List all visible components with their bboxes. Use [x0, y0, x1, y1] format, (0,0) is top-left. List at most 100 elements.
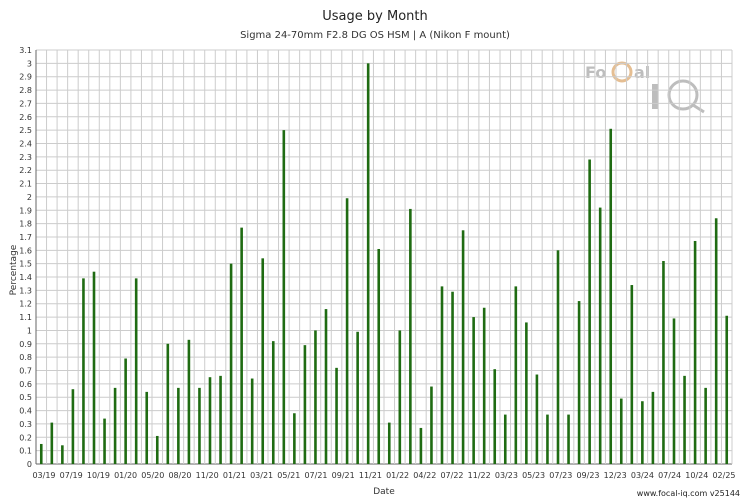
y-tick-label: 0.7 [19, 367, 32, 376]
y-tick-label: 2.6 [19, 113, 32, 122]
chart-title: Usage by Month [322, 9, 427, 24]
y-tick-label: 2.1 [19, 180, 32, 189]
y-tick-label: 2.5 [19, 126, 32, 135]
bar [261, 258, 265, 464]
x-tick-label: 10/24 [685, 471, 708, 480]
y-tick-label: 3 [27, 59, 32, 68]
y-tick-label: 0.2 [19, 433, 32, 442]
y-tick-label: 3.1 [19, 46, 32, 55]
bar [240, 227, 243, 464]
bar [577, 301, 581, 464]
x-tick-label: 04/22 [413, 471, 436, 480]
bar [525, 322, 528, 464]
bar [482, 307, 486, 464]
x-tick-label: 03/23 [495, 471, 518, 480]
bar [440, 286, 444, 464]
y-tick-label: 0.5 [19, 393, 32, 402]
x-tick-label: 03/24 [631, 471, 654, 480]
bar [398, 330, 402, 464]
bar [535, 374, 539, 464]
bar [356, 331, 359, 464]
bar [714, 218, 718, 464]
bar [451, 291, 454, 464]
bar [567, 414, 570, 464]
bar [472, 317, 475, 464]
y-tick-label: 0.3 [19, 420, 32, 429]
bar [556, 250, 560, 464]
y-tick-label: 1.2 [19, 300, 32, 309]
y-tick-label: 0 [27, 460, 32, 469]
bar [419, 427, 423, 464]
bar [282, 130, 286, 464]
bar [187, 339, 191, 464]
x-tick-label: 01/20 [114, 471, 137, 480]
x-tick-label: 11/20 [196, 471, 219, 480]
bar [725, 315, 729, 464]
svg-text:Fo: Fo [585, 63, 606, 82]
x-axis-label: Date [373, 487, 395, 497]
y-tick-label: 1.6 [19, 246, 32, 255]
bar [293, 413, 296, 464]
bar [229, 263, 233, 464]
bar [50, 422, 54, 464]
y-tick-label: 1.5 [19, 260, 32, 269]
bar [662, 261, 665, 464]
bar [271, 341, 275, 464]
x-tick-label: 01/22 [386, 471, 409, 480]
bar [177, 387, 180, 464]
y-tick-label: 2.9 [19, 73, 32, 82]
y-tick-label: 1.7 [19, 233, 32, 242]
x-tick-label: 09/21 [332, 471, 355, 480]
bar [219, 375, 222, 464]
bar [503, 414, 507, 464]
bar [387, 422, 391, 464]
svg-text:al: al [634, 63, 650, 82]
x-tick-label: 07/24 [658, 471, 681, 480]
bar [461, 230, 465, 464]
chart-subtitle: Sigma 24-70mm F2.8 DG OS HSM | A (Nikon … [240, 30, 510, 41]
x-tick-label: 12/23 [604, 471, 627, 480]
x-axis-ticks: 03/19 07/19 10/19 01/20 05/20 08/20 11/20 01/21… [32, 471, 735, 480]
footer-text: www.focal-iq.com v25144 [637, 489, 740, 498]
y-tick-label: 2.3 [19, 153, 32, 162]
x-tick-label: 11/21 [359, 471, 382, 480]
y-tick-label: 1.8 [19, 220, 32, 229]
bar [324, 309, 328, 464]
y-axis-label: Percentage [9, 244, 19, 295]
y-tick-label: 0.1 [19, 447, 32, 456]
bars [39, 63, 729, 465]
y-tick-label: 1.4 [19, 273, 32, 282]
x-tick-label: 05/23 [522, 471, 545, 480]
bar [430, 386, 433, 464]
bar [651, 391, 655, 464]
bar [92, 271, 96, 464]
bar [82, 278, 85, 464]
bar [630, 285, 634, 464]
y-tick-label: 2.7 [19, 99, 32, 108]
bar [493, 369, 497, 464]
y-tick-label: 2.8 [19, 86, 32, 95]
x-tick-label: 02/25 [712, 471, 735, 480]
bar [134, 278, 138, 464]
grid [35, 49, 733, 465]
x-tick-label: 10/19 [87, 471, 110, 480]
bar [113, 387, 117, 464]
bar [514, 286, 518, 464]
x-tick-label: 07/19 [60, 471, 83, 480]
y-tick-label: 1 [27, 326, 32, 335]
y-tick-label: 1.1 [19, 313, 32, 322]
x-tick-label: 01/21 [223, 471, 246, 480]
y-tick-label: 1.3 [19, 286, 32, 295]
bar [588, 159, 591, 464]
bar [377, 248, 381, 464]
y-tick-label: 0.9 [19, 340, 32, 349]
bar [546, 414, 549, 464]
x-tick-label: 09/23 [576, 471, 599, 480]
bar [155, 435, 159, 464]
bar [39, 443, 43, 464]
bar [208, 377, 212, 464]
y-tick-label: 2 [27, 193, 32, 202]
bar [345, 198, 349, 464]
